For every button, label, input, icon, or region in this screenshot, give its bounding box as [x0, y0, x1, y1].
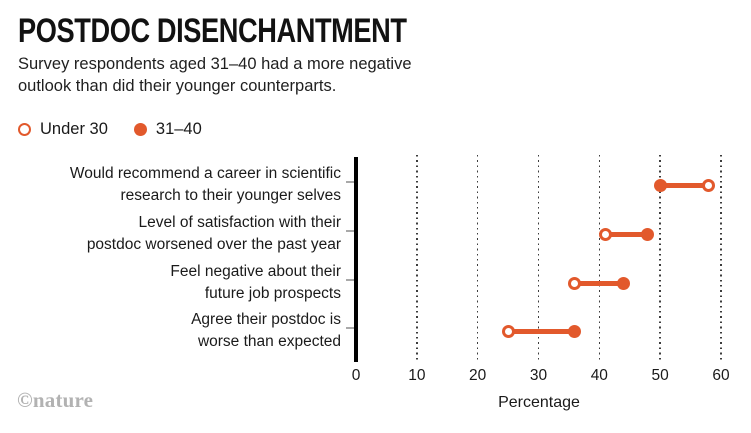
axis-tick [346, 279, 354, 281]
legend: Under 30 31–40 [18, 120, 202, 139]
filled-circle-icon [133, 123, 147, 136]
x-tick-label: 20 [469, 367, 487, 384]
dumbbell-connector [508, 328, 575, 334]
marker-under-30 [702, 178, 716, 192]
y-axis [354, 157, 358, 362]
marker-under-30 [568, 276, 582, 290]
x-axis-title: Percentage [498, 394, 580, 411]
marker-31-40 [641, 227, 655, 241]
x-tick-label: 30 [529, 367, 548, 384]
open-circle-icon [18, 123, 31, 136]
legend-item-under-30: Under 30 [18, 120, 108, 139]
nature-logo: ©nature [17, 388, 94, 412]
gridline [598, 155, 601, 361]
marker-under-30 [598, 227, 612, 241]
subtitle-line-1: Survey respondents aged 31–40 had a more… [18, 55, 412, 73]
x-tick-label: 10 [408, 367, 426, 384]
axis-tick [346, 230, 354, 232]
dumbbell-connector [574, 280, 624, 286]
legend-label-31-40: 31–40 [155, 120, 202, 138]
dumbbell-connector [660, 182, 709, 188]
marker-31-40 [617, 276, 631, 290]
marker-under-30 [501, 324, 515, 338]
gridline [720, 155, 722, 361]
dumbbell-connector [605, 231, 648, 237]
chart-subtitle: Survey respondents aged 31–40 had a more… [18, 54, 412, 97]
chart-title: POSTDOC DISENCHANTMENT [18, 12, 407, 50]
category-label: Level of satisfaction with their postdoc … [86, 214, 341, 253]
gridline [476, 155, 479, 361]
category-label: Agree their postdoc is worse than expecte… [191, 311, 341, 350]
gridline [537, 155, 540, 361]
legend-label-under-30: Under 30 [40, 120, 108, 138]
category-label: Feel negative about their future job pros… [170, 263, 341, 302]
subtitle-line-2: outlook than did their younger counterpa… [18, 76, 337, 95]
x-tick-label: 60 [712, 367, 730, 384]
axis-tick [346, 181, 354, 183]
gridline [659, 155, 661, 361]
axis-tick [346, 327, 354, 329]
marker-31-40 [568, 324, 582, 338]
gridline [416, 155, 418, 361]
x-tick-label: 0 [351, 367, 361, 384]
category-label: Would recommend a career in scientific re… [69, 165, 341, 204]
x-tick-label: 40 [590, 367, 608, 384]
marker-31-40 [653, 178, 667, 192]
legend-item-31-40: 31–40 [133, 120, 202, 139]
x-tick-label: 50 [651, 367, 669, 384]
